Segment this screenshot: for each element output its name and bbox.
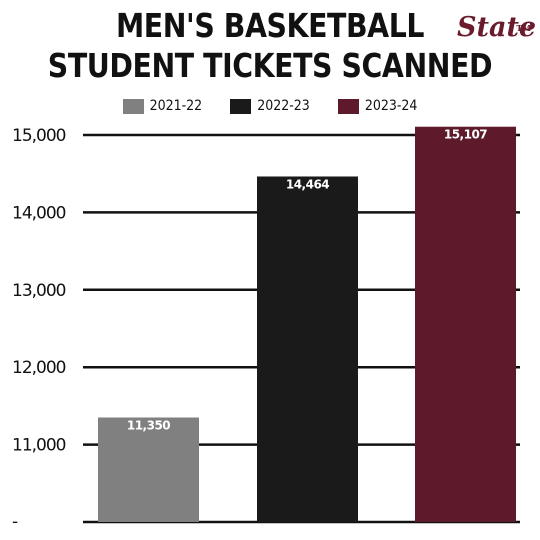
legend-item-2021-22: 2021-22 <box>122 97 203 115</box>
y-tick-label: 12,000 <box>12 358 66 378</box>
y-tick-label: 15,000 <box>12 126 66 146</box>
y-tick-label: 13,000 <box>12 281 66 301</box>
y-tick-label: 11,000 <box>12 436 66 456</box>
logo-trademark: TM <box>516 23 531 33</box>
legend-swatch-2022-23 <box>230 98 252 114</box>
legend-label-2023-24: 2023-24 <box>364 98 418 114</box>
y-tick-label-bottom: - <box>12 512 18 532</box>
y-tick-label: 14,000 <box>12 203 66 223</box>
title-line-2: STUDENT TICKETS SCANNED <box>47 46 493 85</box>
data-label-2022-23: 14,464 <box>286 177 329 191</box>
data-label-2023-24: 15,107 <box>444 128 487 142</box>
legend-swatch-2021-22 <box>122 98 144 114</box>
legend-item-2022-23: 2022-23 <box>230 97 310 115</box>
legend: 2021-22 2022-23 2023-24 <box>0 97 540 115</box>
state-logo: State TM <box>457 10 536 46</box>
logo-text: State <box>457 12 537 43</box>
legend-label-2021-22: 2021-22 <box>149 98 203 114</box>
legend-swatch-2023-24 <box>337 98 359 114</box>
chart-title: MEN'S BASKETBALL STUDENT TICKETS SCANNED <box>38 6 502 86</box>
bar-2023-24 <box>415 126 516 522</box>
bar-2021-22 <box>98 417 199 522</box>
legend-label-2022-23: 2022-23 <box>257 98 310 114</box>
legend-item-2023-24: 2023-24 <box>337 97 418 115</box>
bar-2022-23 <box>257 176 358 523</box>
data-label-2021-22: 11,350 <box>127 419 170 433</box>
title-line-1: MEN'S BASKETBALL <box>115 6 425 45</box>
